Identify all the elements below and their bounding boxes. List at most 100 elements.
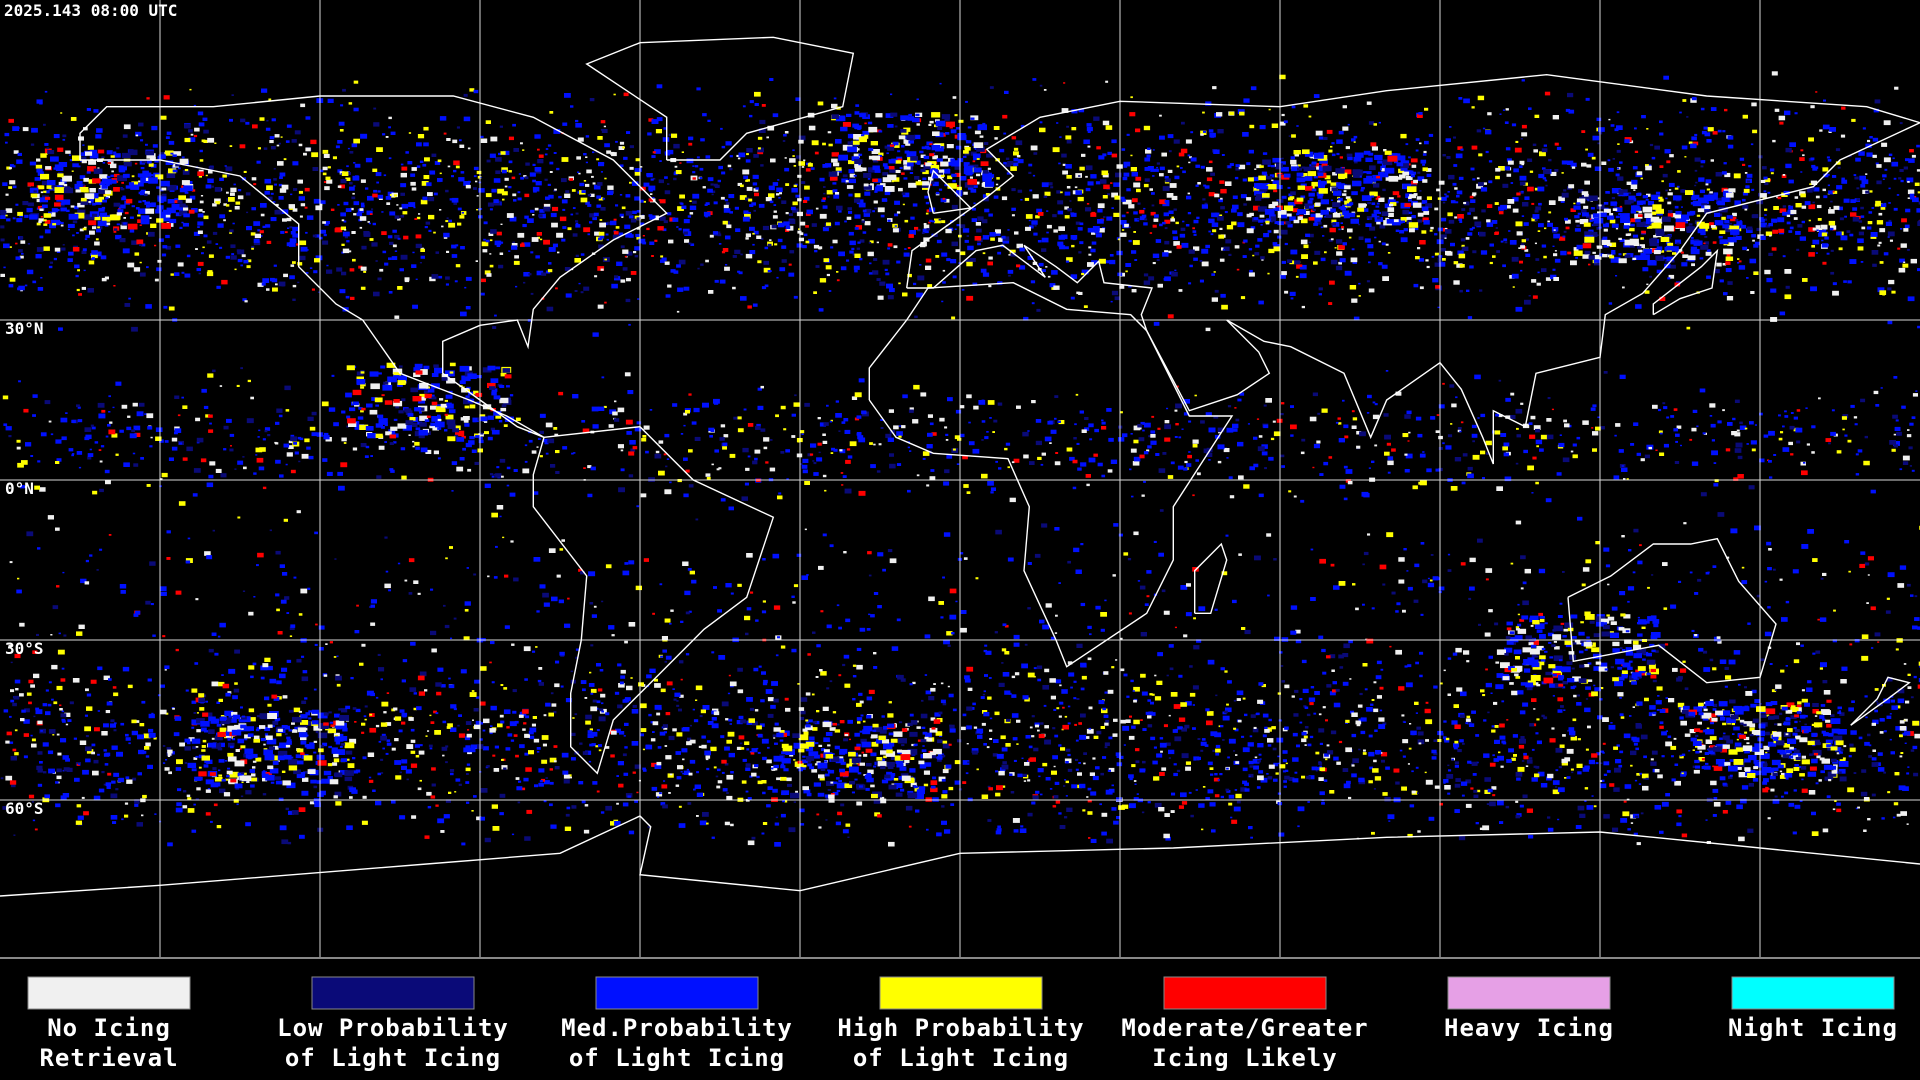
- icing-pixel: [1532, 214, 1540, 219]
- icing-pixel: [1469, 265, 1474, 269]
- icing-pixel: [1525, 253, 1531, 257]
- icing-pixel: [511, 243, 518, 247]
- icing-pixel: [1158, 468, 1166, 473]
- icing-pixel: [408, 132, 412, 134]
- icing-pixel: [1887, 231, 1895, 237]
- icing-pixel: [1430, 416, 1436, 420]
- icing-pixel: [300, 103, 306, 108]
- icing-pixel: [203, 139, 208, 143]
- icing-pixel: [279, 172, 286, 177]
- icing-pixel: [1467, 316, 1473, 320]
- icing-pixel: [1102, 120, 1110, 126]
- icing-pixel: [716, 468, 720, 471]
- icing-pixel: [1778, 228, 1785, 233]
- icing-pixel: [1217, 129, 1224, 134]
- icing-pixel: [1380, 165, 1386, 170]
- icing-pixel: [1797, 224, 1803, 228]
- icing-pixel: [1119, 411, 1123, 414]
- icing-pixel: [48, 211, 52, 215]
- icing-pixel: [1294, 153, 1299, 157]
- icing-pixel: [1794, 112, 1798, 115]
- icing-pixel: [1132, 198, 1138, 203]
- icing-pixel: [305, 147, 311, 152]
- icing-pixel: [1053, 285, 1060, 290]
- icing-pixel: [1263, 424, 1269, 429]
- icing-pixel: [1081, 269, 1089, 275]
- icing-pixel: [858, 202, 866, 208]
- icing-pixel: [469, 88, 475, 92]
- icing-pixel: [1330, 208, 1336, 213]
- icing-pixel: [1901, 405, 1906, 409]
- icing-pixel: [1735, 219, 1739, 222]
- icing-pixel: [756, 423, 761, 427]
- icing-pixel: [1025, 226, 1031, 231]
- icing-pixel: [1037, 212, 1044, 216]
- icing-pixel: [709, 435, 713, 438]
- icing-pixel: [1519, 181, 1526, 186]
- icing-pixel: [833, 194, 840, 199]
- icing-pixel: [1768, 252, 1773, 256]
- icing-pixel: [1879, 290, 1887, 295]
- icing-pixel: [1079, 241, 1084, 245]
- icing-pixel: [1756, 227, 1761, 231]
- icing-pixel: [453, 160, 460, 166]
- icing-pixel: [1204, 202, 1208, 205]
- icing-pixel: [1159, 166, 1165, 171]
- icing-pixel: [1193, 257, 1198, 261]
- icing-pixel: [1788, 441, 1793, 446]
- icing-pixel: [1445, 138, 1451, 142]
- icing-pixel: [1528, 422, 1533, 425]
- icing-pixel: [762, 225, 769, 231]
- icing-pixel: [1503, 238, 1508, 242]
- icing-pixel: [1876, 220, 1884, 225]
- icing-pixel: [177, 262, 184, 267]
- icing-pixel: [113, 228, 118, 231]
- icing-pixel: [1456, 190, 1463, 195]
- icing-pixel: [1062, 163, 1066, 166]
- icing-pixel: [1880, 206, 1886, 210]
- icing-pixel: [649, 241, 655, 245]
- icing-pixel: [1867, 139, 1871, 143]
- icing-pixel: [524, 444, 528, 447]
- icing-pixel: [280, 230, 285, 234]
- icing-pixel: [412, 304, 418, 309]
- icing-pixel: [1434, 262, 1441, 267]
- icing-pixel: [537, 236, 540, 239]
- icing-pixel: [133, 425, 141, 431]
- icing-pixel: [872, 210, 875, 213]
- icing-pixel: [154, 244, 157, 247]
- icing-pixel: [1328, 302, 1333, 305]
- icing-pixel: [1726, 253, 1731, 257]
- icing-pixel: [270, 192, 274, 195]
- icing-pixel: [1010, 166, 1017, 171]
- icing-pixel: [1825, 438, 1832, 442]
- icing-pixel: [1188, 282, 1192, 285]
- icing-pixel: [1531, 202, 1535, 205]
- icing-pixel: [420, 248, 425, 252]
- icing-pixel: [1368, 467, 1371, 469]
- icing-pixel: [769, 270, 772, 272]
- icing-pixel: [1565, 226, 1570, 230]
- icing-pixel: [373, 189, 377, 193]
- icing-pixel: [986, 431, 989, 433]
- icing-pixel: [678, 259, 686, 265]
- icing-pixel: [1296, 125, 1299, 127]
- icing-pixel: [1344, 200, 1350, 205]
- icing-pixel: [1142, 429, 1145, 432]
- icing-pixel: [1219, 258, 1225, 262]
- icing-pixel: [444, 429, 448, 432]
- icing-pixel: [1619, 205, 1623, 208]
- icing-pixel: [1853, 174, 1857, 176]
- icing-pixel: [838, 210, 842, 213]
- icing-pixel: [977, 216, 984, 221]
- icing-pixel: [1094, 229, 1100, 234]
- icing-pixel: [166, 131, 172, 135]
- icing-pixel: [493, 473, 496, 476]
- icing-pixel: [981, 439, 984, 441]
- icing-pixel: [272, 287, 278, 292]
- icing-pixel: [1231, 208, 1237, 213]
- icing-pixel: [1716, 197, 1723, 203]
- icing-pixel: [1622, 286, 1625, 289]
- icing-pixel: [835, 413, 842, 418]
- icing-pixel: [259, 117, 265, 121]
